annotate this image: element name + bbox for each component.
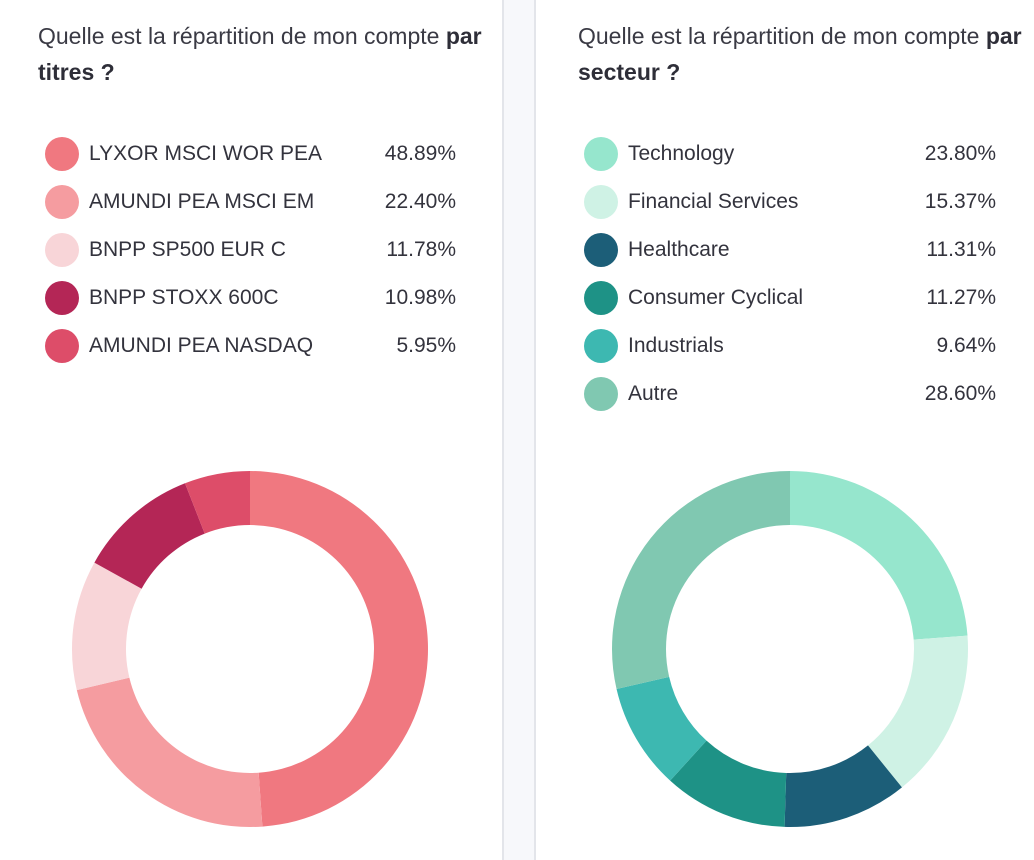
legend-label: Consumer Cyclical bbox=[628, 286, 804, 309]
securities-legend: LYXOR MSCI WOR PEA 48.89% AMUNDI PEA MSCI… bbox=[45, 130, 456, 370]
legend-item: BNPP SP500 EUR C 11.78% bbox=[45, 226, 456, 274]
legend-dot bbox=[584, 329, 618, 363]
legend-item: AMUNDI PEA NASDAQ 5.95% bbox=[45, 322, 456, 370]
donut-slice-lyxor-msci-wor-pea bbox=[250, 471, 429, 827]
legend-item: BNPP STOXX 600C 10.98% bbox=[45, 274, 456, 322]
legend-label: Autre bbox=[628, 382, 679, 405]
sector-legend: Technology 23.80% Financial Services 15.37… bbox=[584, 130, 996, 418]
donut-slice-industrials bbox=[616, 676, 707, 781]
legend-value: 11.27% bbox=[926, 286, 996, 309]
legend-label: BNPP STOXX 600C bbox=[89, 286, 279, 309]
legend-dot bbox=[45, 137, 79, 171]
question-bold-text: par secteur ? bbox=[578, 23, 1022, 85]
donut-slice-bnpp-sp500-eur-c bbox=[72, 562, 142, 691]
question-text: Quelle est la répartition de mon compte bbox=[578, 23, 986, 49]
donut-slice-amundi-pea-msci-em bbox=[76, 677, 263, 827]
legend-dot bbox=[584, 137, 618, 171]
legend-label: Industrials bbox=[628, 334, 724, 357]
legend-dot bbox=[584, 377, 618, 411]
legend-label: BNPP SP500 EUR C bbox=[89, 238, 286, 261]
legend-dot bbox=[45, 281, 79, 315]
securities-question: Quelle est la répartition de mon compte … bbox=[38, 18, 502, 90]
legend-label: LYXOR MSCI WOR PEA bbox=[89, 142, 322, 165]
legend-label: AMUNDI PEA NASDAQ bbox=[89, 334, 314, 357]
donut-slice-bnpp-stoxx-600c bbox=[94, 483, 205, 589]
securities-panel: Quelle est la répartition de mon compte … bbox=[0, 0, 502, 860]
panel-divider bbox=[502, 0, 536, 860]
legend-value: 11.78% bbox=[386, 238, 456, 261]
donut-slice-financial-services bbox=[867, 635, 968, 788]
legend-dot bbox=[584, 281, 618, 315]
securities-donut-chart bbox=[72, 471, 429, 827]
legend-item: Healthcare 11.31% bbox=[584, 226, 996, 274]
donut-slice-consumer-cyclical bbox=[670, 740, 787, 827]
legend-value: 10.98% bbox=[384, 286, 456, 309]
legend-item: Industrials 9.64% bbox=[584, 322, 996, 370]
legend-value: 28.60% bbox=[924, 382, 996, 405]
legend-label: Technology bbox=[628, 142, 735, 165]
legend-label: Financial Services bbox=[628, 190, 799, 213]
legend-item: Consumer Cyclical 11.27% bbox=[584, 274, 996, 322]
legend-dot bbox=[45, 329, 79, 363]
legend-label: Healthcare bbox=[628, 238, 730, 261]
legend-value: 15.37% bbox=[924, 190, 996, 213]
legend-item: Financial Services 15.37% bbox=[584, 178, 996, 226]
legend-label: AMUNDI PEA MSCI EM bbox=[89, 190, 315, 213]
legend-value: 22.40% bbox=[384, 190, 456, 213]
legend-item: AMUNDI PEA MSCI EM 22.40% bbox=[45, 178, 456, 226]
sector-panel: Quelle est la répartition de mon compte … bbox=[538, 0, 1034, 860]
legend-value: 23.80% bbox=[924, 142, 996, 165]
legend-dot bbox=[45, 233, 79, 267]
legend-value: 9.64% bbox=[936, 334, 996, 357]
sector-donut-chart bbox=[612, 471, 968, 827]
donut-slice-amundi-pea-nasdaq bbox=[184, 471, 250, 534]
legend-item: LYXOR MSCI WOR PEA 48.89% bbox=[45, 130, 456, 178]
sector-question: Quelle est la répartition de mon compte … bbox=[578, 18, 1034, 90]
question-bold-text: par titres ? bbox=[38, 23, 482, 85]
donut-slice-healthcare bbox=[784, 745, 902, 827]
donut-slice-autre bbox=[612, 471, 790, 689]
legend-dot bbox=[45, 185, 79, 219]
question-text: Quelle est la répartition de mon compte bbox=[38, 23, 446, 49]
legend-value: 11.31% bbox=[926, 238, 996, 261]
legend-dot bbox=[584, 233, 618, 267]
legend-item: Autre 28.60% bbox=[584, 370, 996, 418]
legend-dot bbox=[584, 185, 618, 219]
legend-value: 5.95% bbox=[396, 334, 456, 357]
donut-slice-technology bbox=[790, 471, 968, 640]
legend-item: Technology 23.80% bbox=[584, 130, 996, 178]
legend-value: 48.89% bbox=[384, 142, 456, 165]
